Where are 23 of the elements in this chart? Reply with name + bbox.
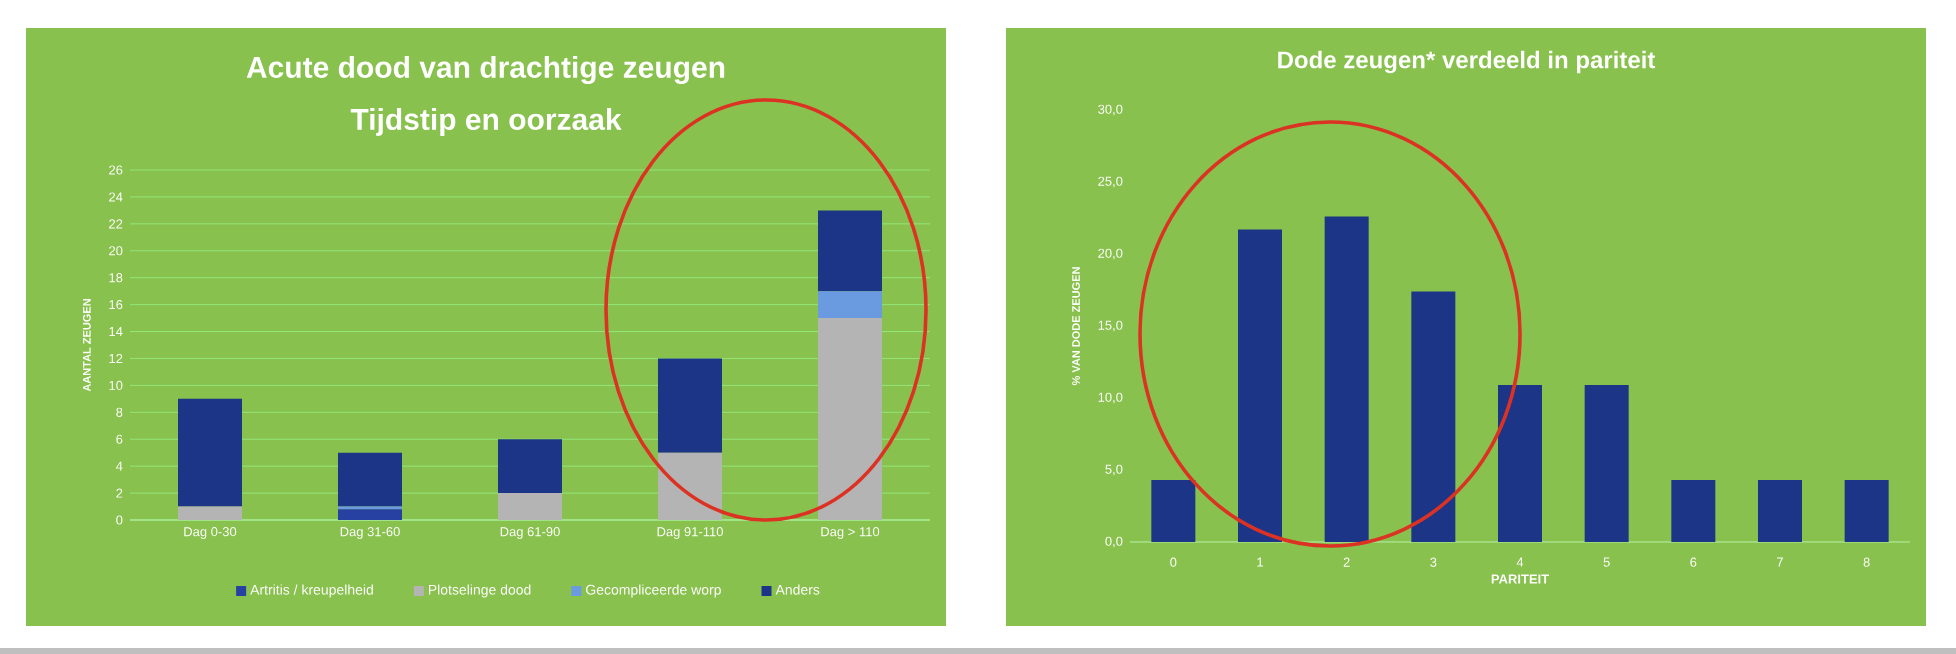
bar [1498,385,1542,542]
bar [498,439,562,494]
bar [818,291,882,319]
bar [178,398,243,507]
bar [818,318,882,520]
bar [498,493,562,520]
bar [658,452,722,520]
bar [338,509,402,520]
bar [1238,229,1282,542]
bar [1844,480,1889,542]
bar [1411,291,1456,542]
bar [178,506,243,520]
chart-title: Dode zeugen* verdeeld in pariteit [1278,50,1656,74]
bar [818,210,882,292]
bar [1671,480,1716,542]
bar [1757,480,1802,542]
chart-title: Acute dood van drachtige zeugen [246,55,725,85]
bar [658,358,722,453]
bar [1151,480,1196,542]
bar [1324,216,1369,542]
bar [338,452,402,507]
bar [1584,385,1629,542]
chart-subtitle: Tijdstip en oorzaak [350,108,622,136]
